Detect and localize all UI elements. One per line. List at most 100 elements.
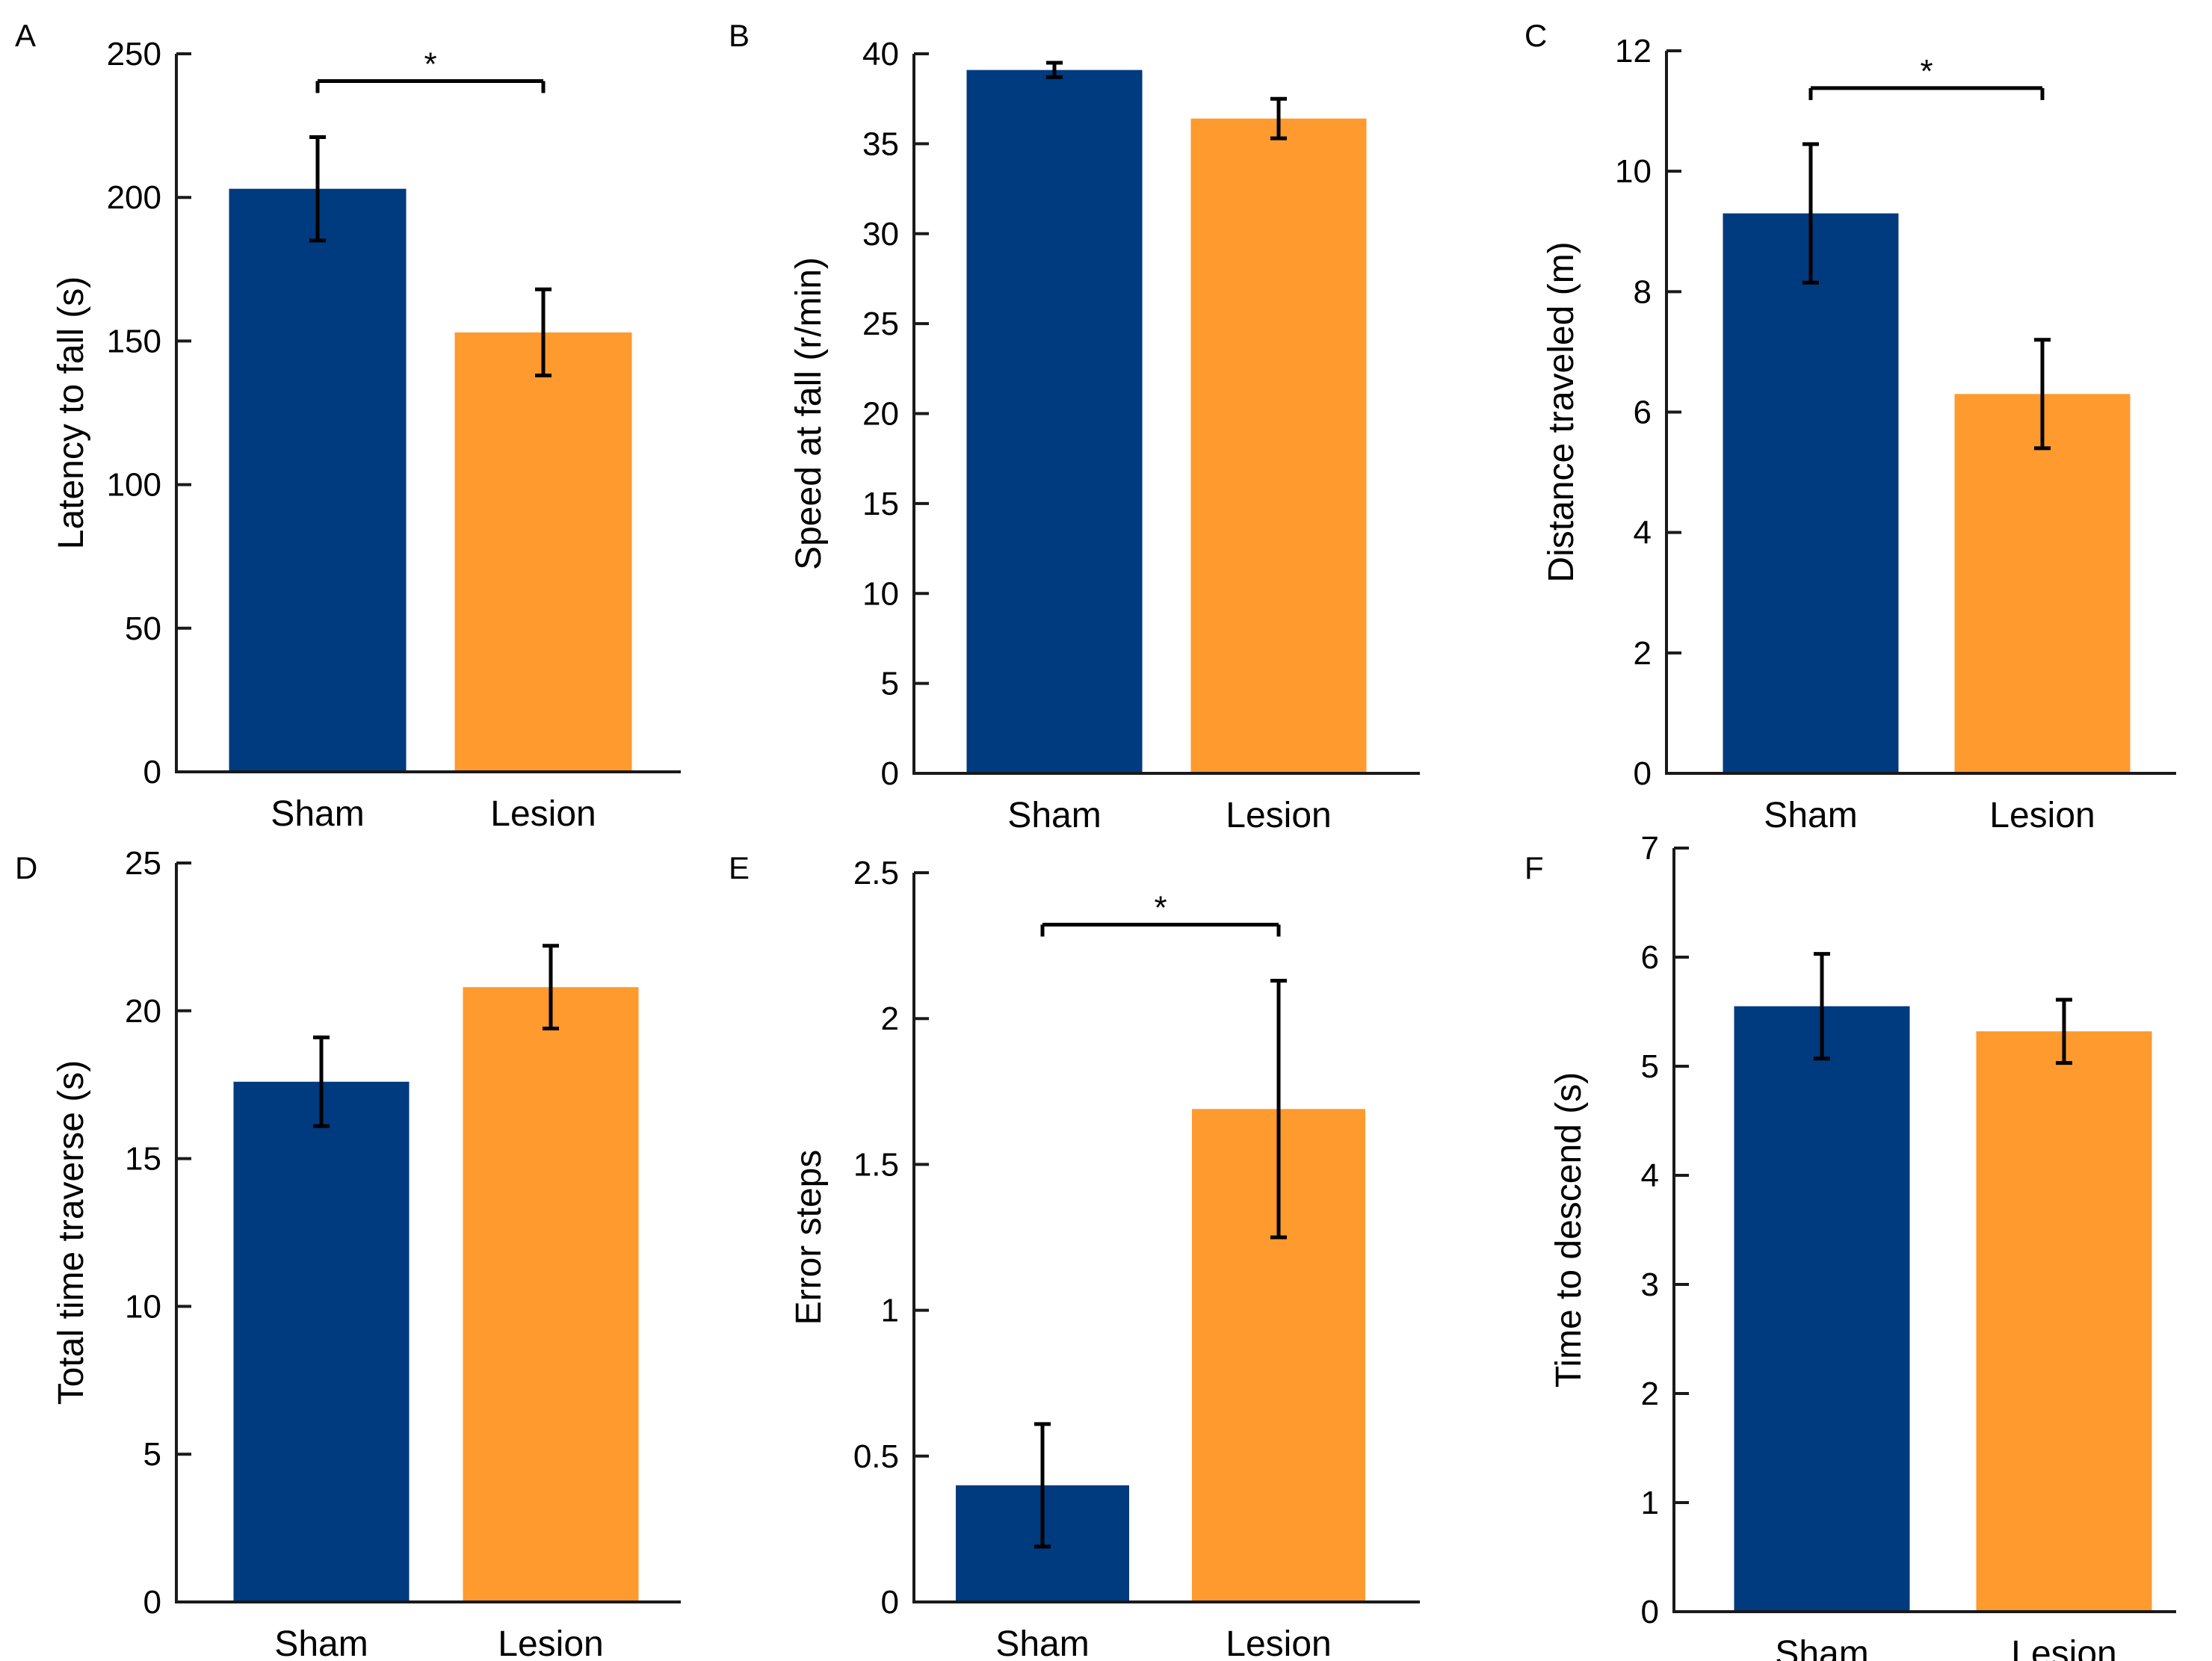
significance-bracket: [315, 78, 546, 93]
bar-lesion: [1190, 118, 1367, 774]
y-axis-label: Total time traverse (s): [52, 1060, 91, 1405]
significance-marker: *: [424, 46, 436, 82]
y-axis-label: Error steps: [789, 1150, 829, 1326]
y-tick-label: 15: [125, 1141, 161, 1178]
y-axis-label: Distance traveled (m): [1542, 241, 1581, 582]
x-tick-label-lesion: Lesion: [1226, 796, 1331, 835]
y-tick-label: 150: [107, 323, 161, 359]
error-bar-sham: [1802, 142, 1819, 285]
error-bar-sham: [309, 134, 326, 243]
y-tick-label: 0: [143, 1584, 161, 1621]
y-tick-label: 2: [1641, 1376, 1659, 1412]
y-tick-label: 4: [1641, 1157, 1659, 1194]
error-bar-sham: [313, 1035, 330, 1128]
x-tick-label-sham: Sham: [1007, 796, 1101, 835]
x-tick-label-lesion: Lesion: [1989, 796, 2095, 835]
bar-lesion: [1976, 1031, 2152, 1612]
panel-a: A 0 50 100 150 200 250 Sham Lesion Latency to fal…: [15, 18, 681, 834]
y-tick-label: 50: [125, 610, 161, 647]
x-tick-label-sham: Sham: [274, 1624, 368, 1661]
y-tick-label: 2.5: [853, 855, 899, 891]
y-tick-label: 10: [1615, 153, 1652, 190]
y-tick-label: 25: [125, 845, 161, 882]
y-tick-label: 15: [862, 486, 899, 522]
y-tick-label: 0: [1641, 1594, 1659, 1630]
y-axis-label: Speed at fall (r/min): [789, 257, 829, 570]
y-tick-label: 0: [143, 754, 161, 791]
y-tick-label: 6: [1634, 395, 1652, 431]
y-tick-label: 5: [143, 1436, 161, 1473]
panel-e: E 0 0.5 1 1.5 2 2.5 Sham Lesion Error steps *: [729, 850, 1420, 1661]
x-tick-label-lesion: Lesion: [2011, 1634, 2116, 1661]
panel-label: D: [15, 850, 37, 885]
y-tick-label: 100: [107, 467, 161, 504]
significance-marker: *: [1920, 53, 1933, 90]
y-tick-label: 6: [1641, 939, 1659, 976]
y-tick-label: 0: [881, 755, 899, 792]
y-tick-label: 20: [862, 396, 899, 433]
y-tick-label: 5: [881, 666, 899, 702]
panel-label: C: [1524, 18, 1547, 53]
y-axis-label: Time to descend (s): [1549, 1072, 1589, 1388]
panel-f: F 0 1 2 3 4 5 6 7 Sham Lesion Time to descend (s): [1524, 830, 2176, 1661]
y-tick-label: 10: [862, 575, 899, 612]
y-tick-label: 35: [862, 126, 899, 162]
y-tick-label: 0: [1634, 755, 1652, 792]
y-tick-label: 1: [1641, 1485, 1659, 1521]
error-bar-lesion: [543, 944, 559, 1031]
y-tick-label: 5: [1641, 1048, 1659, 1085]
panel-label: E: [729, 850, 750, 885]
error-bar-sham: [1814, 952, 1830, 1061]
x-tick-label-sham: Sham: [1764, 796, 1857, 835]
bar-sham: [229, 188, 407, 773]
x-tick-label-sham: Sham: [271, 794, 364, 834]
y-tick-label: 250: [107, 36, 161, 72]
y-tick-label: 20: [125, 993, 161, 1030]
bar-sham: [1723, 213, 1899, 773]
y-axis-label: Latency to fall (s): [52, 276, 91, 549]
error-bar-lesion: [535, 287, 552, 378]
y-tick-label: 8: [1634, 273, 1652, 310]
error-bar-lesion: [1270, 96, 1287, 140]
x-tick-label-sham: Sham: [1775, 1634, 1868, 1661]
x-tick-label-lesion: Lesion: [498, 1624, 603, 1661]
y-tick-label: 3: [1641, 1266, 1659, 1303]
y-tick-label: 0.5: [853, 1438, 899, 1475]
error-bar-lesion: [2034, 338, 2051, 451]
x-tick-label-lesion: Lesion: [1226, 1624, 1331, 1661]
y-tick-label: 10: [125, 1288, 161, 1325]
bar-sham: [966, 69, 1143, 774]
panel-label: B: [729, 18, 750, 53]
x-tick-label-sham: Sham: [995, 1624, 1089, 1661]
y-tick-label: 1.5: [853, 1146, 899, 1183]
y-tick-label: 4: [1634, 515, 1652, 551]
panel-d: D 0 5 10 15 20 25 Sham Lesion Total time traverse…: [15, 845, 681, 1661]
significance-bracket: [1040, 922, 1281, 937]
y-tick-label: 30: [862, 216, 899, 253]
bar-lesion: [463, 987, 639, 1602]
panel-label: F: [1524, 850, 1544, 885]
bar-lesion: [454, 332, 632, 772]
y-tick-label: 2: [881, 1000, 899, 1037]
error-bar-lesion: [1270, 978, 1287, 1240]
significance-marker: *: [1154, 889, 1167, 926]
bar-sham: [233, 1081, 410, 1602]
bar-lesion: [1954, 394, 2131, 773]
x-tick-label-lesion: Lesion: [490, 794, 596, 834]
y-tick-label: 40: [862, 36, 899, 72]
error-bar-lesion: [2056, 997, 2072, 1065]
y-tick-label: 25: [862, 306, 899, 342]
y-tick-label: 12: [1615, 33, 1652, 69]
significance-bracket: [1808, 86, 2045, 100]
y-tick-label: 2: [1634, 635, 1652, 672]
y-tick-label: 0: [881, 1584, 899, 1621]
panel-b: B 0 5 10 15 20 25 30 35 40 Sham Lesion Speed at fall…: [729, 18, 1420, 835]
panel-c: C 0 2 4 6 8 10 12 Sham Lesion Distance traveled (m…: [1524, 18, 2176, 835]
panel-label: A: [15, 18, 36, 53]
bar-sham: [1734, 1006, 1910, 1612]
y-tick-label: 200: [107, 179, 161, 216]
error-bar-sham: [1034, 1422, 1051, 1549]
error-bar-sham: [1046, 61, 1063, 79]
y-tick-label: 1: [881, 1293, 899, 1329]
